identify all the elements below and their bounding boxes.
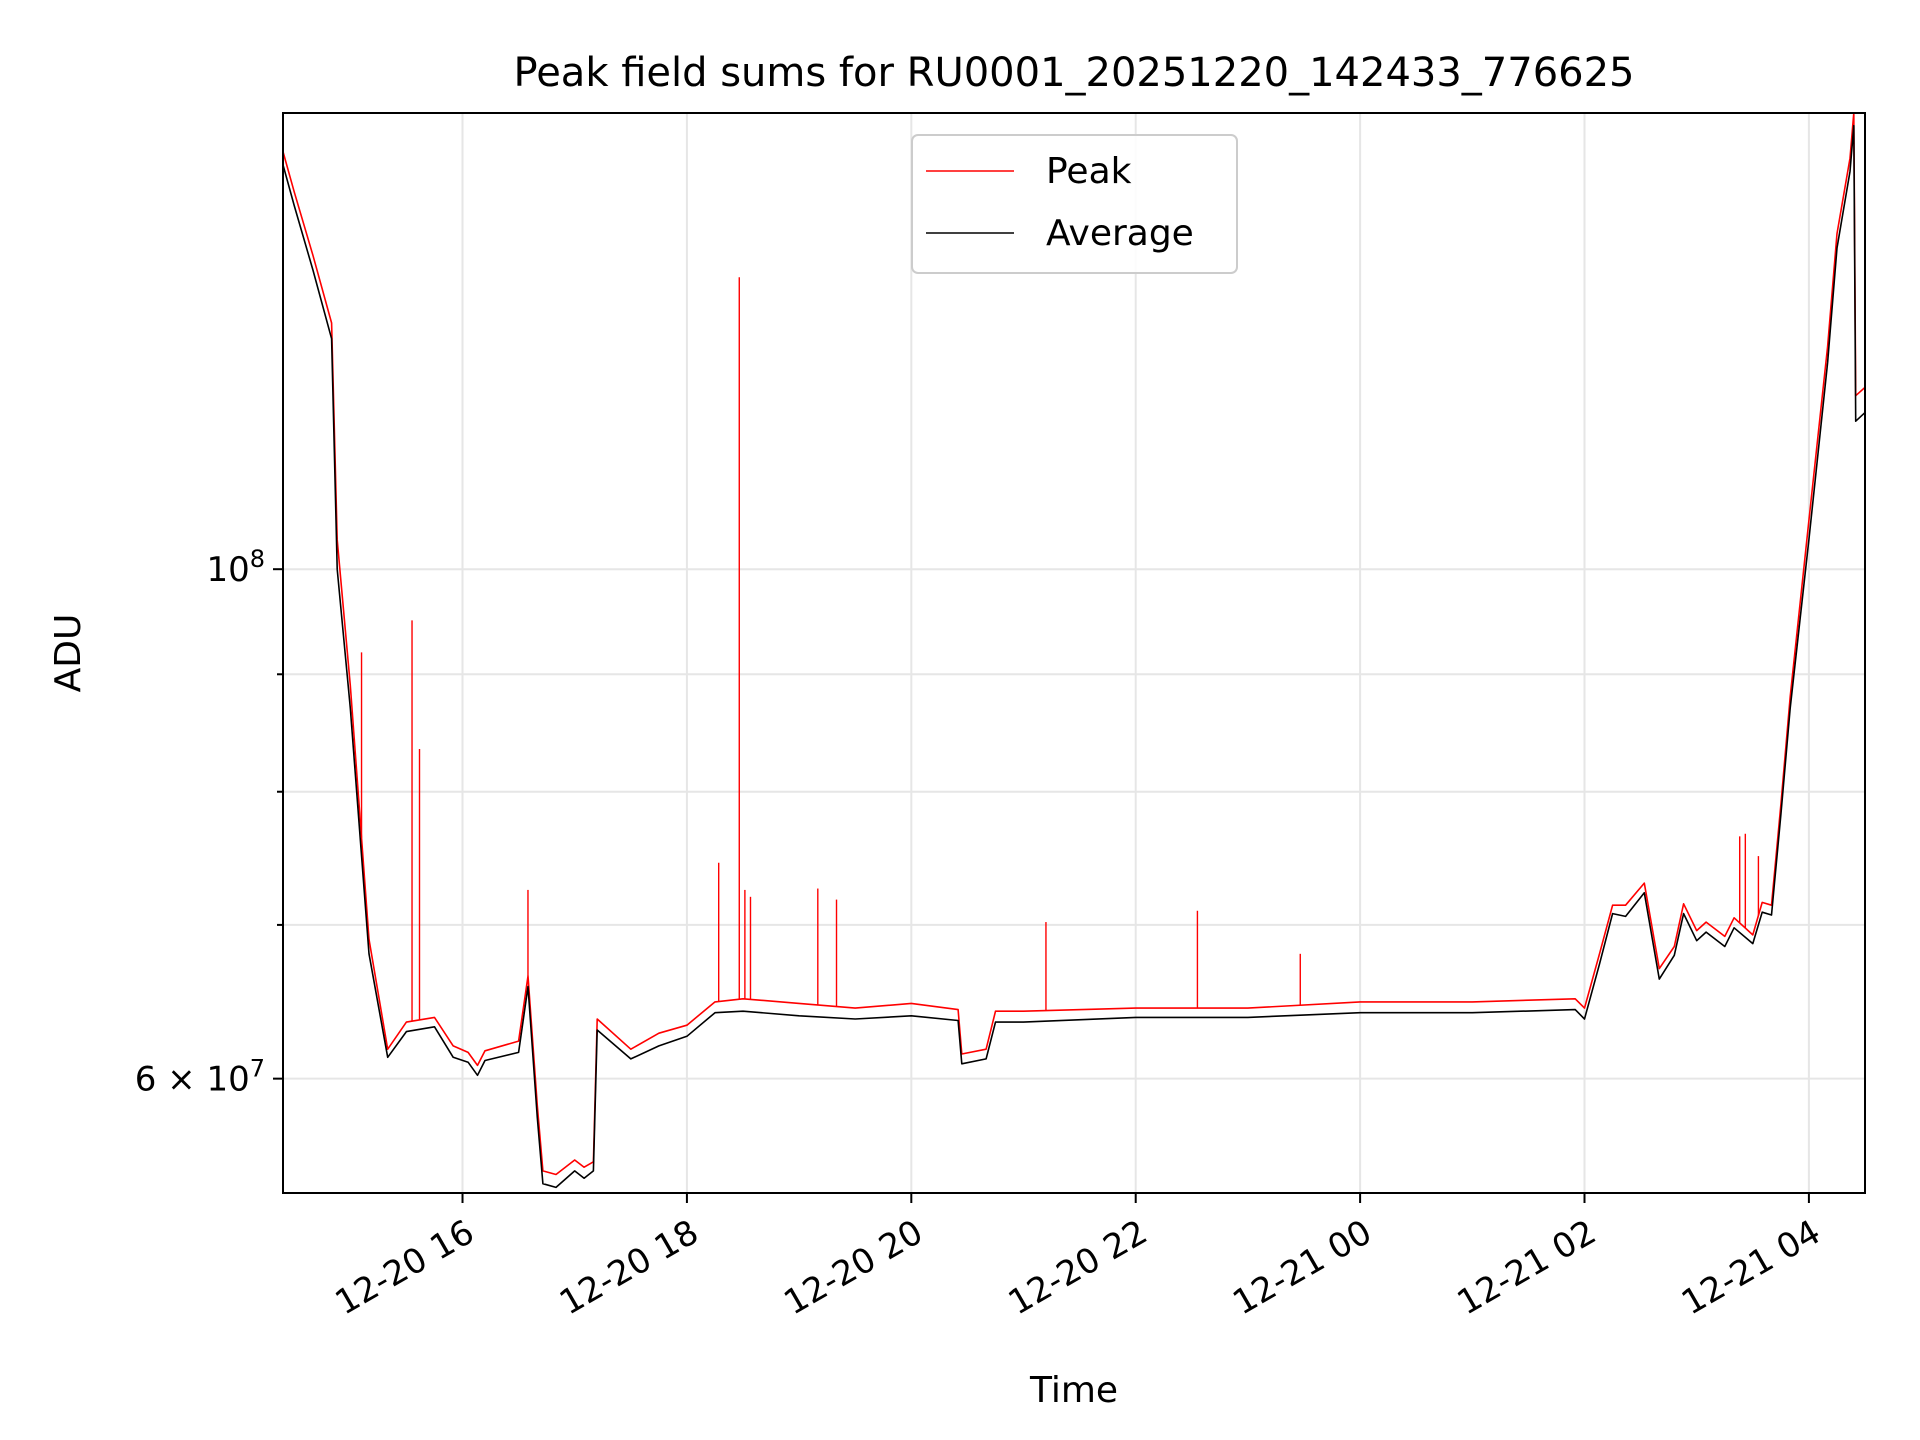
chart-title: Peak field sums for RU0001_20251220_1424… [514, 50, 1635, 96]
x-axis-label: Time [1029, 1370, 1118, 1411]
grid [283, 113, 1865, 1193]
series-line-peak [282, 112, 1866, 1176]
y-axis-label: ADU [48, 614, 89, 693]
plot-frame [282, 112, 1866, 1194]
legend-label-average: Average [1046, 213, 1194, 254]
plot-lines [282, 112, 1866, 1189]
legend-box [911, 134, 1238, 274]
legend: Peak Average [911, 134, 1238, 274]
y-tick-label: 6 × 107 [135, 1055, 265, 1100]
series-line-average [282, 124, 1866, 1189]
legend-label-peak: Peak [1046, 151, 1132, 192]
